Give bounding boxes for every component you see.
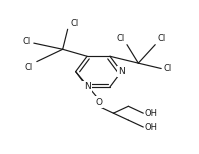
Text: Cl: Cl: [23, 37, 31, 46]
Text: N: N: [84, 82, 90, 91]
Text: OH: OH: [145, 123, 158, 132]
Text: OH: OH: [145, 109, 158, 118]
Text: N: N: [118, 67, 125, 76]
Text: Cl: Cl: [157, 34, 165, 43]
Text: Cl: Cl: [163, 64, 171, 73]
Text: Cl: Cl: [25, 63, 33, 72]
Text: O: O: [95, 98, 102, 107]
Text: Cl: Cl: [71, 19, 79, 28]
Text: Cl: Cl: [117, 34, 125, 43]
